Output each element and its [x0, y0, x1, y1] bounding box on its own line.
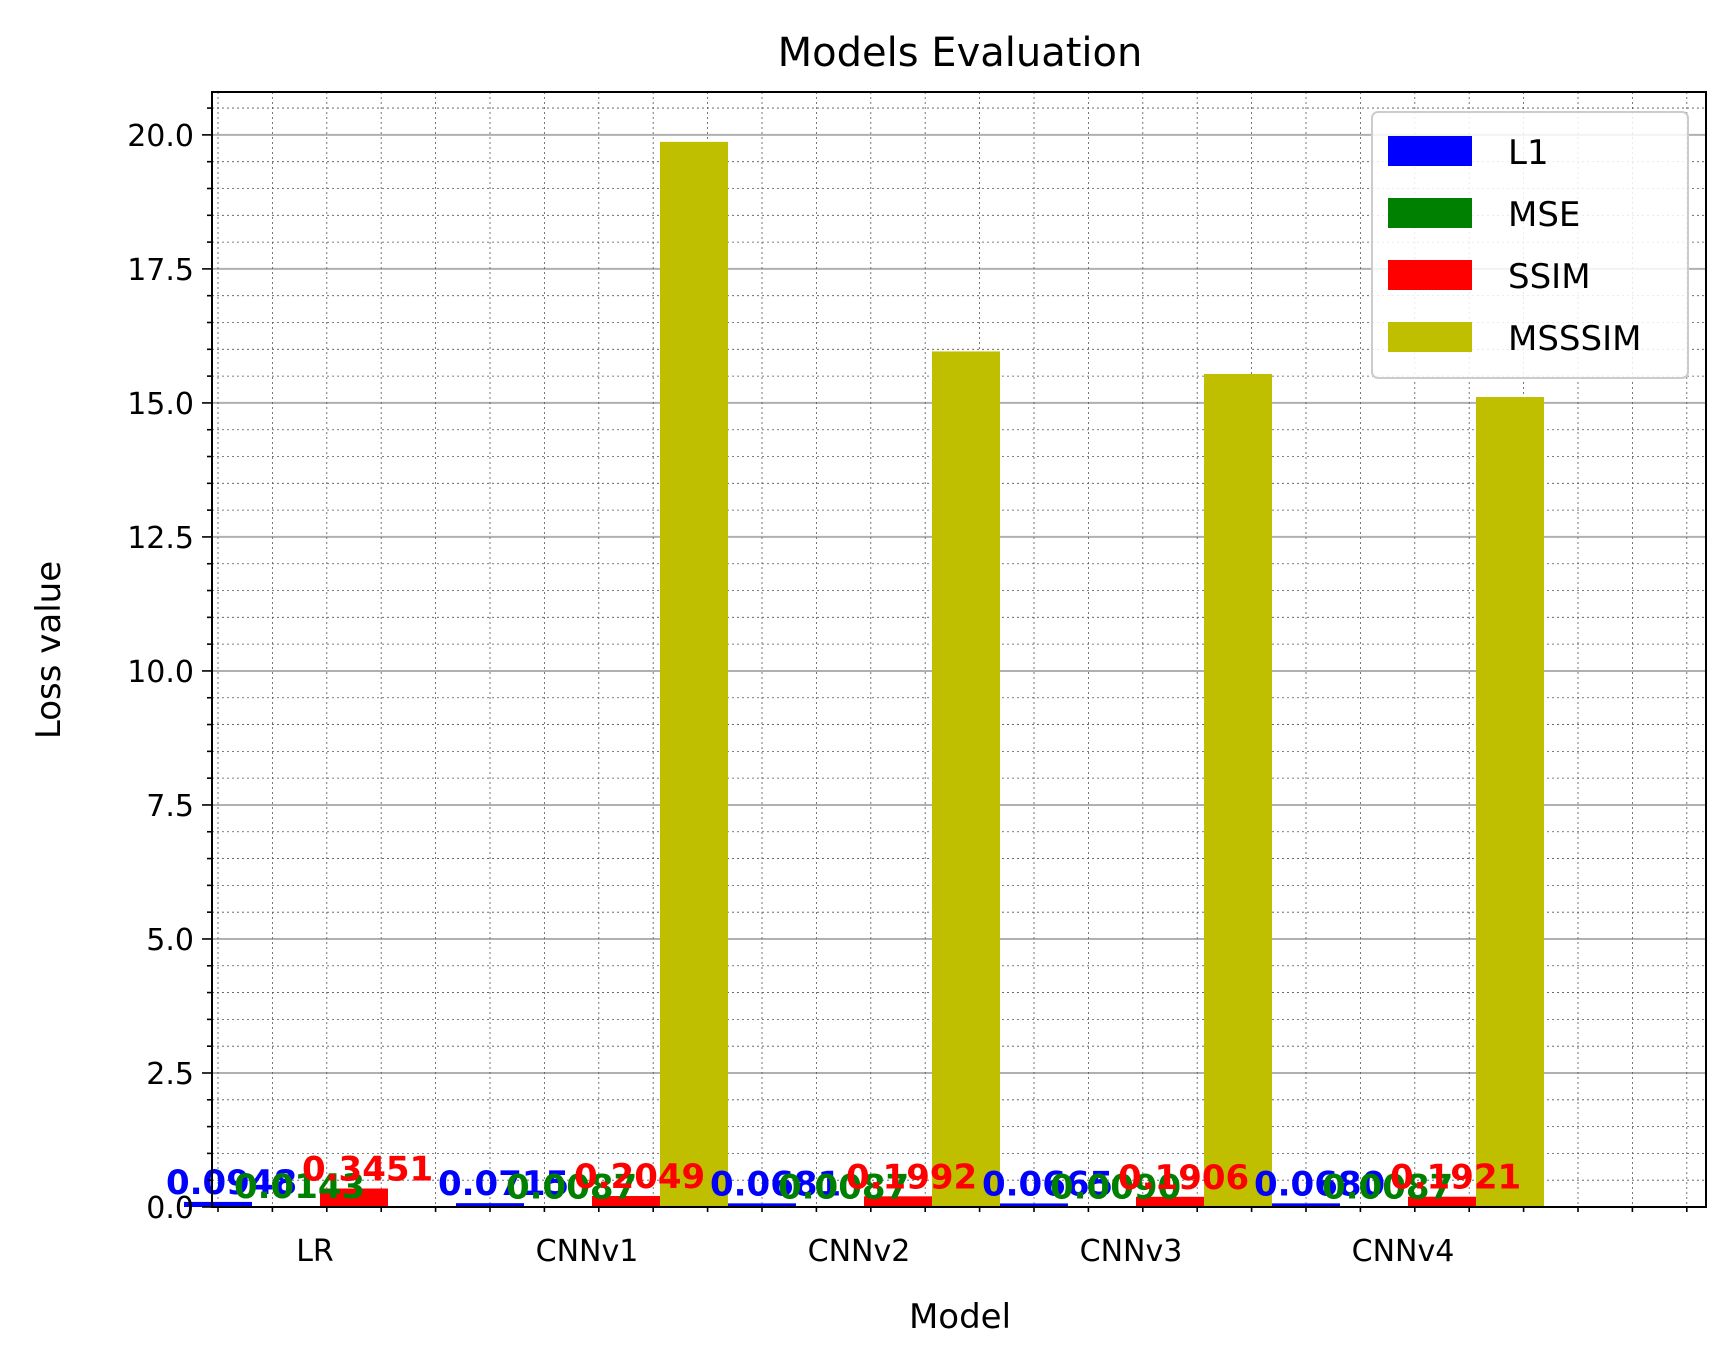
data-label-ssim: 0.2049 [574, 1157, 705, 1197]
legend-swatch-l1 [1388, 136, 1472, 166]
x-tick-label: CNNv4 [1352, 1234, 1455, 1269]
y-axis-title: Loss value [29, 561, 69, 739]
y-tick-label: 10.0 [127, 655, 194, 690]
data-label-ssim: 0.3451 [302, 1150, 433, 1190]
bar-msssim-cnnv1 [660, 142, 728, 1207]
y-tick-label: 20.0 [127, 119, 194, 154]
y-tick-label: 5.0 [146, 923, 194, 958]
x-tick-label: CNNv3 [1080, 1234, 1183, 1269]
bar-msssim-cnnv3 [1204, 374, 1272, 1207]
y-tick-label: 12.5 [127, 521, 194, 556]
legend: L1 MSE SSIM MSSSIM [1372, 112, 1688, 378]
x-axis-title: Model [909, 1297, 1011, 1337]
y-tick-label: 7.5 [146, 789, 194, 824]
bar-msssim-cnnv4 [1476, 397, 1544, 1207]
data-label-ssim: 0.1921 [1390, 1158, 1521, 1198]
legend-swatch-mse [1388, 198, 1472, 228]
legend-swatch-ssim [1388, 260, 1472, 290]
legend-label-l1: L1 [1508, 133, 1549, 173]
x-tick-label: LR [296, 1234, 334, 1269]
y-tick-label: 15.0 [127, 387, 194, 422]
chart-title: Models Evaluation [778, 30, 1143, 76]
y-tick-label: 0.0 [146, 1191, 194, 1226]
data-label-ssim: 0.1992 [846, 1157, 977, 1197]
data-label-ssim: 0.1906 [1118, 1158, 1249, 1198]
bar-msssim-cnnv2 [932, 351, 1000, 1207]
legend-swatch-msssim [1388, 322, 1472, 352]
legend-label-mse: MSE [1508, 195, 1580, 235]
y-tick-label: 17.5 [127, 253, 194, 288]
legend-label-ssim: SSIM [1508, 257, 1591, 297]
legend-label-msssim: MSSSIM [1508, 319, 1641, 359]
y-tick-label: 2.5 [146, 1057, 194, 1092]
x-tick-label: CNNv1 [536, 1234, 639, 1269]
x-tick-label: CNNv2 [808, 1234, 911, 1269]
